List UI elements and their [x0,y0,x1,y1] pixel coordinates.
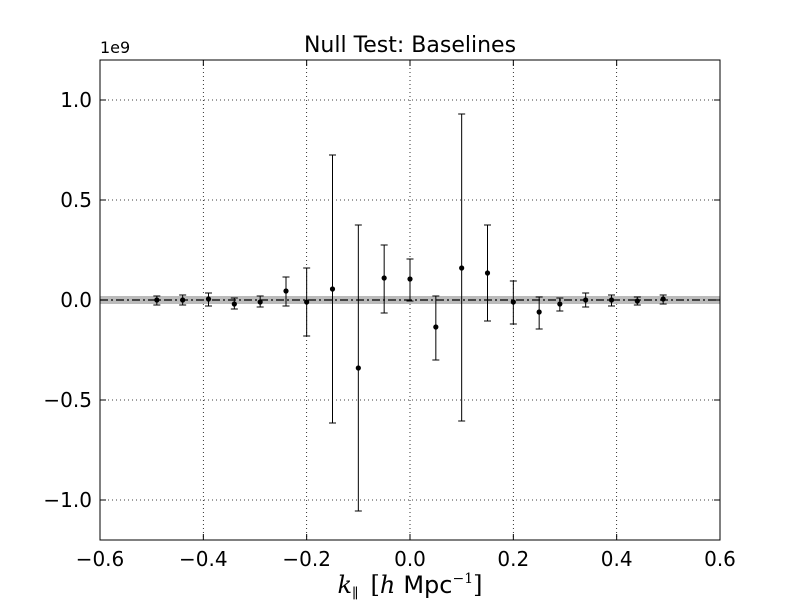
data-point [510,299,516,305]
data-point [583,297,589,303]
x-axis-label-bracket-open: [ [371,571,380,599]
y-tick-label: −1.0 [43,488,92,512]
data-point [634,298,640,304]
y-tick-label: 0.0 [60,288,92,312]
data-point [180,297,186,303]
x-tick-label: 0.0 [394,547,426,571]
chart-title: Null Test: Baselines [304,33,516,58]
x-tick-label: 0.4 [601,547,633,571]
x-axis-label-h: h [380,571,395,599]
data-point [459,265,465,271]
y-tick-label: 0.5 [60,188,92,212]
x-tick-labels: −0.6 −0.4 −0.2 0.0 0.2 0.4 0.6 [76,547,736,571]
x-tick-label: 0.2 [497,547,529,571]
data-point [154,297,160,303]
data-point [205,296,212,302]
data-point [660,296,666,302]
data-point [355,365,361,371]
data-points [154,265,666,371]
data-point [381,275,387,281]
data-point [608,297,615,303]
x-tick-label: 0.6 [704,547,736,571]
data-point [557,301,563,307]
x-axis-label: k∥ [h Mpc−1] [337,571,482,600]
data-point [484,270,491,276]
data-point [536,309,542,315]
x-axis-label-symbol: k [337,571,352,599]
x-axis-label-subscript: ∥ [352,586,358,600]
y-tick-label: −0.5 [43,388,92,412]
data-point [304,299,310,305]
y-axis-offset-text: 1e9 [100,38,130,57]
x-axis-label-unit: Mpc [403,571,452,599]
data-point [257,299,263,305]
y-tick-labels: −1.0 −0.5 0.0 0.5 1.0 [43,88,92,512]
axis-ticks [99,60,721,540]
x-tick-label: −0.2 [282,547,331,571]
data-point [433,324,439,330]
data-point [283,288,289,294]
x-axis-label-bracket-close: ] [473,571,482,599]
x-axis-label-exponent: −1 [452,571,473,587]
x-tick-label: −0.4 [179,547,228,571]
data-point [329,286,336,292]
x-tick-label: −0.6 [76,547,125,571]
data-point [407,276,413,282]
y-tick-label: 1.0 [60,88,92,112]
data-point [231,301,237,307]
